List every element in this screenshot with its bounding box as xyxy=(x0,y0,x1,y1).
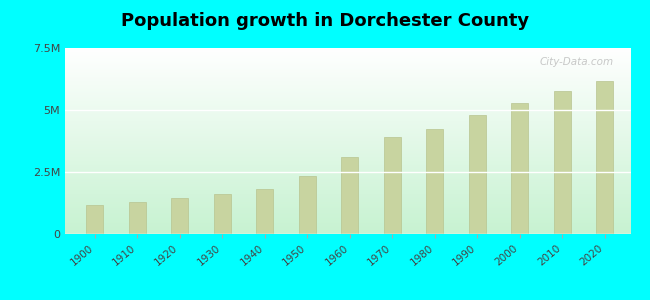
Bar xyxy=(299,176,316,234)
Bar xyxy=(256,189,274,234)
Bar xyxy=(512,103,528,234)
Bar xyxy=(554,91,571,234)
Bar xyxy=(426,129,443,234)
Bar xyxy=(86,205,103,234)
Bar xyxy=(597,81,614,234)
Bar xyxy=(469,116,486,234)
Bar xyxy=(341,157,358,234)
Bar xyxy=(172,198,188,234)
Bar xyxy=(129,202,146,234)
Bar xyxy=(384,137,401,234)
Text: City-Data.com: City-Data.com xyxy=(540,57,614,67)
Text: Population growth in Dorchester County: Population growth in Dorchester County xyxy=(121,12,529,30)
Bar xyxy=(214,194,231,234)
